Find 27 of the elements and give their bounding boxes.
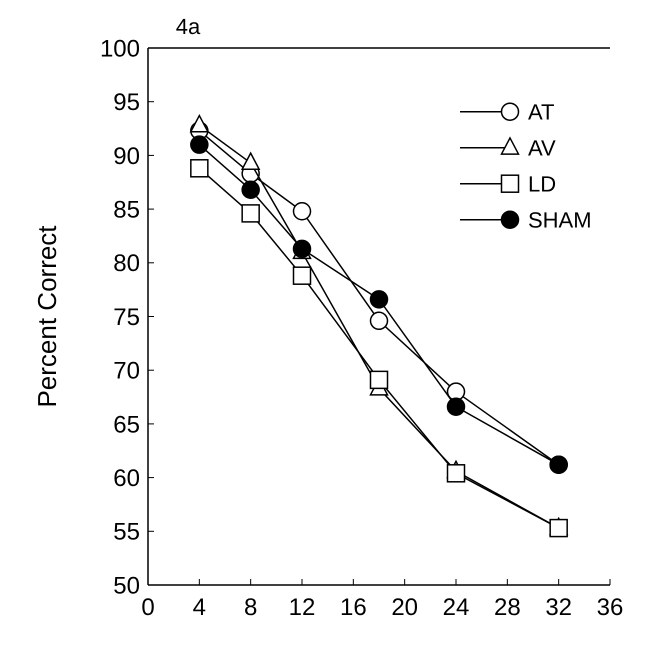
y-tick-label: 60 [113,465,140,492]
y-tick-label: 90 [113,142,140,170]
legend-label: AV [528,135,556,160]
legend-label: AT [528,99,554,124]
y-tick-label: 80 [113,250,140,278]
x-tick-label: 4 [192,594,206,621]
y-tick-label: 100 [100,35,140,62]
x-tick-label: 28 [494,594,521,621]
y-tick-label: 55 [113,518,140,546]
y-tick-label: 70 [113,358,140,385]
y-tick-label: 65 [113,411,140,438]
x-tick-label: 0 [141,594,155,621]
x-tick-label: 24 [442,594,470,621]
x-tick-label: 32 [545,594,572,621]
x-tick-label: 36 [596,594,624,621]
y-tick-label: 50 [113,572,140,600]
x-tick-label: 12 [288,594,316,621]
chart-title: 4a [176,14,201,39]
y-tick-label: 75 [113,304,140,331]
x-tick-label: 8 [244,594,258,621]
x-tick-label: 20 [391,594,418,621]
legend-label: LD [528,171,556,196]
y-tick-label: 85 [113,196,140,224]
y-tick-label: 95 [113,89,140,116]
y-axis-title: Percent Correct [32,224,62,408]
legend-label: SHAM [528,207,592,232]
x-tick-label: 16 [340,594,367,621]
